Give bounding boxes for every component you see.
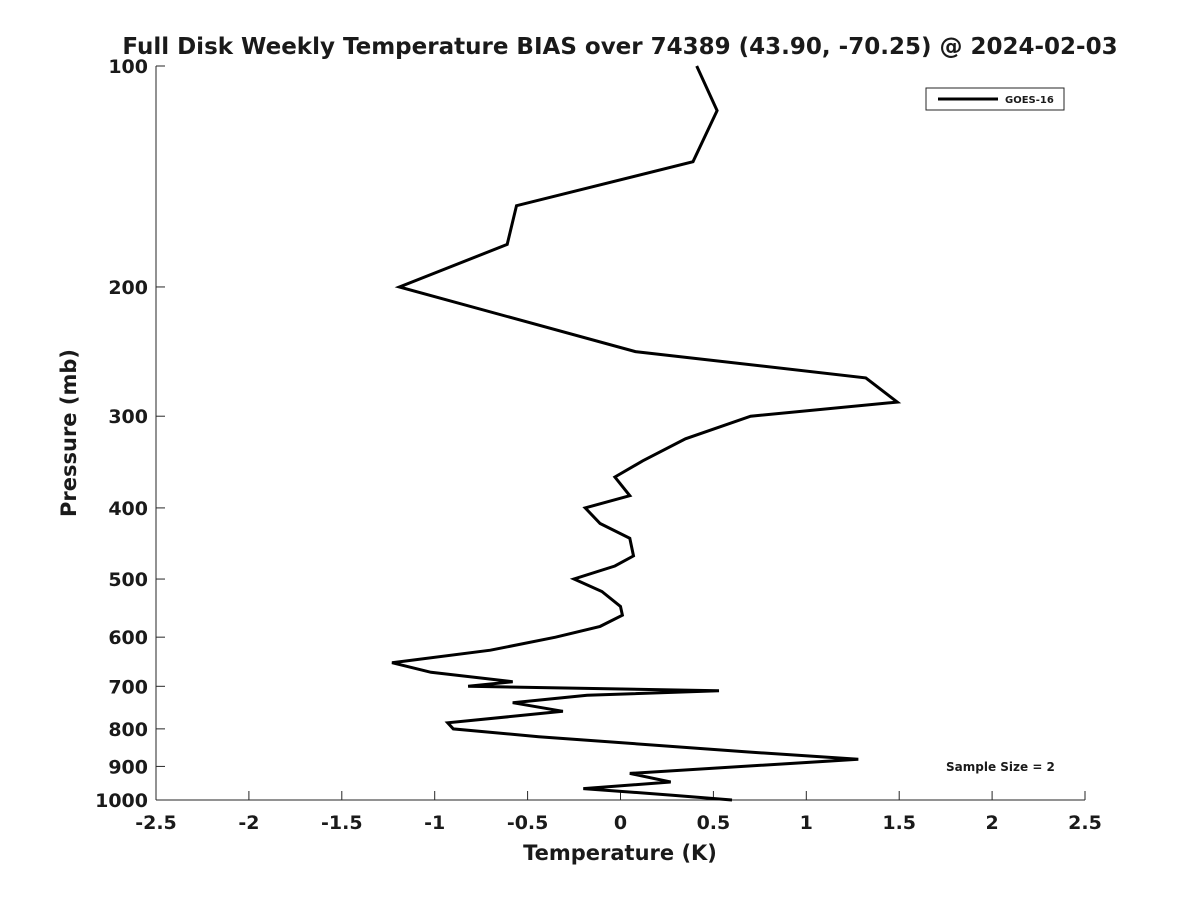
x-tick-label: -2.5 — [135, 812, 177, 834]
x-tick-label: 0 — [614, 812, 627, 834]
x-tick-label: -2 — [238, 812, 259, 834]
x-tick-label: 1.5 — [882, 812, 916, 834]
x-tick-label: -1.5 — [321, 812, 363, 834]
y-tick-label: 500 — [108, 569, 148, 591]
y-axis-label: Pressure (mb) — [57, 349, 81, 517]
x-axis-label: Temperature (K) — [523, 841, 717, 865]
y-tick-label: 100 — [108, 56, 148, 78]
y-tick-label: 800 — [108, 719, 148, 741]
y-tick-label: 300 — [108, 406, 148, 428]
y-tick-label: 900 — [108, 756, 148, 778]
x-tick-label: 1 — [800, 812, 813, 834]
x-tick-label: 2 — [985, 812, 998, 834]
x-axis-ticks: -2.5 -2 -1.5 -1 -0.5 0 0.5 1 1.5 2 2.5 — [135, 791, 1102, 834]
chart-title: Full Disk Weekly Temperature BIAS over 7… — [122, 34, 1117, 60]
y-tick-label: 1000 — [95, 790, 148, 812]
x-tick-label: -1 — [424, 812, 445, 834]
y-tick-label: 400 — [108, 498, 148, 520]
y-tick-label: 600 — [108, 627, 148, 649]
x-tick-label: 2.5 — [1068, 812, 1102, 834]
x-tick-label: -0.5 — [507, 812, 549, 834]
y-tick-label: 700 — [108, 676, 148, 698]
sample-size-annotation: Sample Size = 2 — [946, 760, 1055, 774]
x-tick-label: 0.5 — [697, 812, 731, 834]
legend-label-goes-16: GOES-16 — [1005, 95, 1054, 106]
y-tick-label: 200 — [108, 277, 148, 299]
legend: GOES-16 — [925, 87, 1065, 111]
y-axis-ticks: 100 200 300 400 500 600 700 800 900 1000 — [95, 56, 165, 812]
series-layer — [391, 65, 902, 802]
series-line-goes-16 — [391, 65, 902, 802]
